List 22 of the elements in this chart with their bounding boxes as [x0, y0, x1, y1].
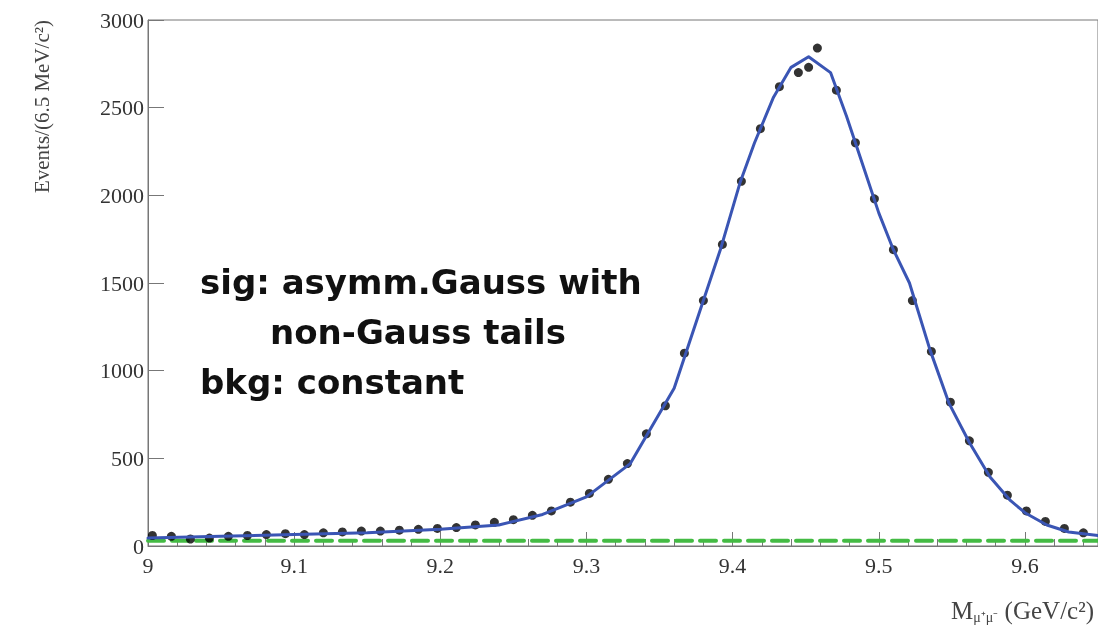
y-tick-label: 3000 — [100, 7, 144, 33]
x-tick-label: 9.6 — [1011, 552, 1039, 578]
annotation: non-Gauss tails — [270, 312, 566, 352]
x-tick-label: 9.2 — [426, 552, 455, 578]
annotation: bkg: constant — [200, 362, 465, 402]
x-tick-label: 9.4 — [718, 552, 747, 578]
x-tick-label: 9.5 — [865, 552, 893, 578]
point — [812, 43, 822, 53]
y-tick-label: 2500 — [100, 95, 144, 121]
x-tick-label: 9.1 — [280, 552, 308, 578]
y-tick-label: 500 — [111, 445, 144, 471]
y-tick-label: 0 — [133, 533, 144, 559]
line-series — [146, 55, 1098, 540]
point — [804, 62, 814, 72]
y-axis-title: Events/(6.5 MeV/c²) — [30, 20, 54, 194]
x-tick-label: 9.3 — [572, 552, 601, 578]
y-tick-label: 2000 — [100, 182, 144, 208]
annotation: sig: asymm.Gauss with — [200, 262, 642, 302]
y-tick-label: 1000 — [100, 358, 144, 384]
point — [793, 68, 803, 78]
x-tick-label: 9 — [142, 552, 154, 578]
y-tick-label: 1500 — [100, 270, 144, 296]
